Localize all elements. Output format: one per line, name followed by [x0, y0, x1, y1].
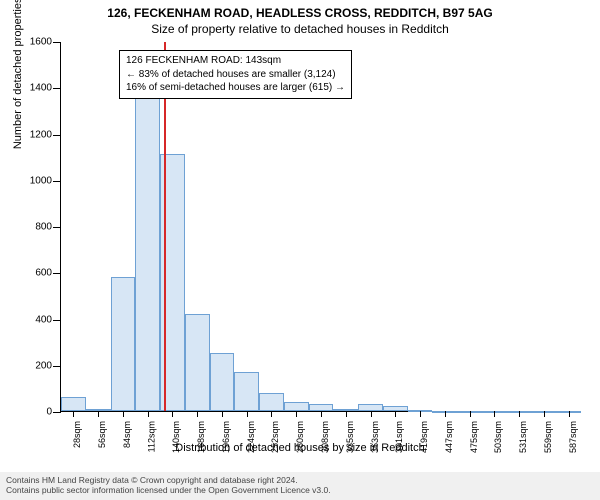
- annotation-line: ← 83% of detached houses are smaller (3,…: [126, 68, 345, 82]
- histogram-bar: [259, 393, 284, 412]
- y-tick: [53, 227, 61, 228]
- x-tick: [395, 411, 396, 417]
- y-tick: [53, 88, 61, 89]
- footer-line-1: Contains HM Land Registry data © Crown c…: [6, 475, 594, 486]
- y-tick: [53, 412, 61, 413]
- footer: Contains HM Land Registry data © Crown c…: [0, 472, 600, 500]
- y-tick-label: 800: [0, 222, 52, 233]
- footer-line-2: Contains public sector information licen…: [6, 485, 594, 496]
- y-tick-label: 1000: [0, 175, 52, 186]
- histogram-bar: [61, 397, 86, 411]
- y-tick: [53, 135, 61, 136]
- y-tick-label: 1200: [0, 129, 52, 140]
- y-tick-label: 0: [0, 407, 52, 418]
- x-tick: [197, 411, 198, 417]
- y-axis-label: Number of detached properties: [12, 0, 24, 149]
- histogram-bar: [210, 353, 235, 411]
- chart-area: 28sqm56sqm84sqm112sqm140sqm168sqm196sqm2…: [60, 42, 580, 412]
- histogram-bar: [309, 404, 334, 411]
- histogram-bar: [185, 314, 210, 411]
- x-tick: [569, 411, 570, 417]
- x-tick: [222, 411, 223, 417]
- y-tick-label: 200: [0, 360, 52, 371]
- y-tick-label: 1600: [0, 37, 52, 48]
- y-tick: [53, 320, 61, 321]
- x-tick: [470, 411, 471, 417]
- x-tick: [445, 411, 446, 417]
- x-tick: [321, 411, 322, 417]
- histogram-bar: [234, 372, 259, 411]
- y-tick: [53, 366, 61, 367]
- x-tick: [420, 411, 421, 417]
- histogram-bar: [358, 404, 383, 411]
- x-tick: [371, 411, 372, 417]
- x-tick: [346, 411, 347, 417]
- x-tick: [519, 411, 520, 417]
- x-tick: [271, 411, 272, 417]
- x-tick: [148, 411, 149, 417]
- annotation-line: 16% of semi-detached houses are larger (…: [126, 81, 345, 95]
- annotation-box: 126 FECKENHAM ROAD: 143sqm← 83% of detac…: [119, 50, 352, 99]
- annotation-line: 126 FECKENHAM ROAD: 143sqm: [126, 54, 345, 68]
- y-tick: [53, 42, 61, 43]
- y-tick: [53, 273, 61, 274]
- x-tick: [123, 411, 124, 417]
- histogram-bar: [111, 277, 136, 411]
- x-tick: [296, 411, 297, 417]
- x-tick: [98, 411, 99, 417]
- x-tick: [247, 411, 248, 417]
- page-subtitle: Size of property relative to detached ho…: [0, 20, 600, 36]
- x-tick: [544, 411, 545, 417]
- y-tick-label: 600: [0, 268, 52, 279]
- x-tick: [494, 411, 495, 417]
- y-tick-label: 400: [0, 314, 52, 325]
- x-tick: [172, 411, 173, 417]
- x-axis-label: Distribution of detached houses by size …: [0, 442, 600, 454]
- y-tick: [53, 181, 61, 182]
- histogram-bar: [135, 83, 160, 411]
- page-title: 126, FECKENHAM ROAD, HEADLESS CROSS, RED…: [0, 0, 600, 20]
- histogram-bar: [284, 402, 309, 411]
- y-tick-label: 1400: [0, 83, 52, 94]
- plot-area: 28sqm56sqm84sqm112sqm140sqm168sqm196sqm2…: [60, 42, 580, 412]
- x-tick: [73, 411, 74, 417]
